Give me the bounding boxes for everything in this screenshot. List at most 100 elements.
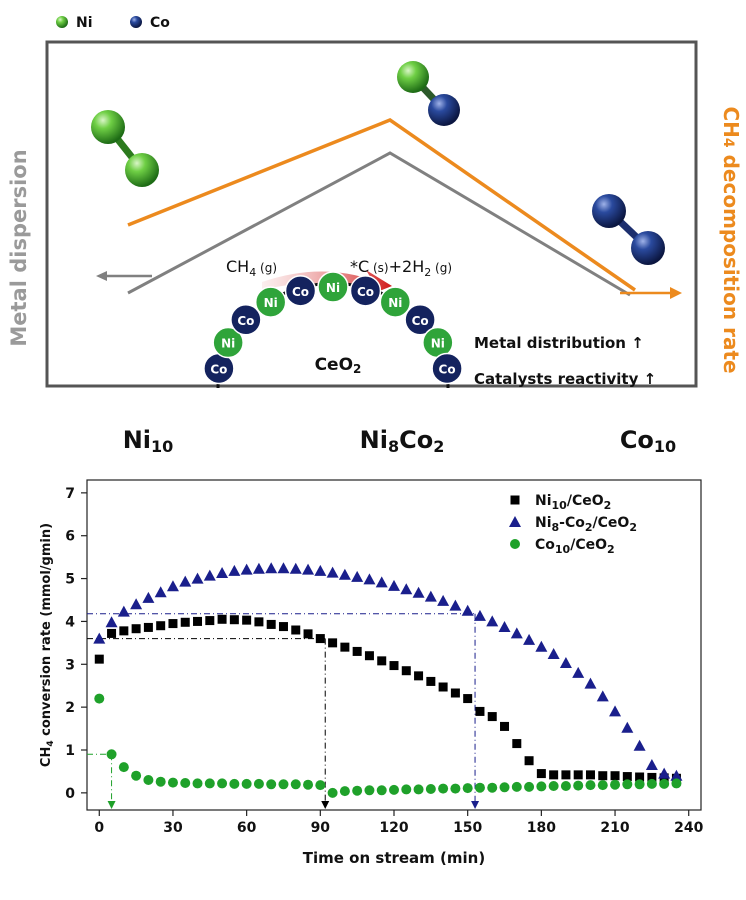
data-point (670, 769, 683, 781)
co-atom-icon: Co (404, 304, 436, 336)
y-tick-label: 1 (65, 743, 75, 759)
x-tick-label: 150 (453, 820, 482, 836)
series-2 (94, 693, 682, 798)
data-point (461, 604, 474, 616)
data-point (487, 782, 498, 793)
atom-label: Ni (264, 296, 278, 310)
data-point (473, 609, 486, 621)
data-point (412, 586, 425, 598)
data-point (560, 781, 571, 791)
atom-label: Ni (221, 337, 235, 351)
legend-marker-icon (510, 539, 520, 549)
data-point (401, 784, 412, 795)
co-legend-label: Co (150, 15, 170, 31)
data-point (179, 575, 192, 587)
data-point (414, 671, 424, 681)
ni-atom-icon: Ni (212, 326, 244, 359)
data-point (278, 779, 289, 790)
ni-co-molecule-icon (397, 61, 460, 126)
data-point (340, 642, 350, 652)
data-point (425, 784, 436, 794)
data-point (424, 590, 437, 602)
data-point (142, 591, 155, 603)
scheme-legend: Ni Co (56, 15, 170, 31)
reactant-label: CH4 (g) (226, 257, 277, 279)
data-point (584, 677, 597, 689)
data-point (217, 614, 227, 624)
ni-atom-icon: Ni (254, 286, 287, 318)
ch4-decomposition-rate-label: CH4 decomposition rate (719, 106, 743, 373)
data-point (536, 781, 547, 792)
data-point (389, 784, 399, 795)
data-point (143, 775, 154, 785)
data-point (634, 779, 645, 790)
data-markers (93, 562, 683, 798)
reference-arrowhead-icon (107, 801, 116, 809)
ni-legend-icon (56, 16, 68, 28)
data-point (646, 778, 657, 789)
data-point (351, 570, 364, 582)
x-tick-label: 210 (600, 820, 629, 836)
atom-label: Ni (388, 296, 402, 310)
data-point (143, 622, 153, 632)
data-point (585, 780, 596, 791)
data-point (155, 776, 166, 787)
y-tick-label: 0 (65, 786, 75, 802)
atom-label: Co (237, 314, 254, 328)
metal-dispersion-line (127, 151, 631, 297)
data-point (315, 780, 326, 791)
x-tick-label: 60 (237, 820, 257, 836)
data-point (400, 583, 413, 595)
series-1 (93, 562, 683, 781)
data-point (500, 721, 510, 731)
data-point (437, 594, 450, 606)
data-point (463, 694, 473, 704)
x-tick-label: 0 (94, 820, 104, 836)
data-point (474, 782, 485, 793)
data-point (585, 770, 595, 780)
data-point (229, 615, 239, 625)
data-point (610, 771, 620, 781)
data-point (107, 628, 117, 638)
data-point (573, 770, 583, 780)
composition-label-ni10: Ni10 (123, 426, 174, 456)
y-tick-label: 5 (65, 572, 75, 588)
co-co-molecule-icon (592, 194, 665, 265)
data-point (205, 616, 215, 626)
data-point (438, 783, 449, 794)
catalyst-scheme: Ni Co Metal dispersion CH4 decomposition… (7, 15, 743, 456)
data-point (659, 778, 670, 789)
data-point (290, 779, 301, 790)
data-point (647, 772, 657, 782)
data-point (339, 786, 350, 797)
data-point (217, 778, 228, 789)
y-tick-label: 3 (65, 657, 75, 673)
data-point (352, 646, 362, 656)
data-point (449, 599, 462, 611)
data-point (426, 676, 436, 686)
legend-marker-icon (509, 516, 521, 527)
atom-label: Co (210, 362, 227, 376)
x-tick-label: 90 (311, 820, 331, 836)
data-point (377, 656, 387, 666)
data-point (131, 624, 141, 634)
atom-label: Co (412, 314, 429, 328)
data-point (204, 778, 215, 789)
data-point (315, 634, 325, 644)
data-point (168, 619, 178, 629)
data-point (94, 654, 104, 664)
ni-legend-label: Ni (76, 15, 93, 31)
data-point (216, 567, 229, 578)
composition-label-co10: Co10 (620, 426, 676, 456)
data-point (671, 778, 682, 789)
data-point (609, 705, 622, 717)
data-point (413, 784, 424, 795)
data-point (375, 576, 388, 588)
data-point (597, 780, 608, 791)
data-point (303, 779, 314, 790)
data-point (254, 617, 264, 627)
data-point (253, 778, 264, 789)
data-point (450, 688, 460, 698)
co-atom-icon: Co (349, 275, 382, 307)
legend-marker-icon (510, 495, 520, 505)
